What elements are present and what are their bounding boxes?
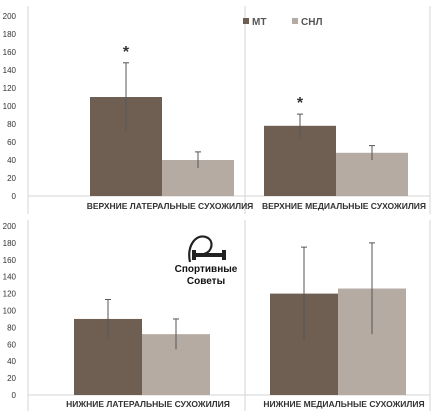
y-tick-label: 20: [7, 174, 16, 183]
category-label: ВЕРХНИЕ МЕДИАЛЬНЫЕ СУХОЖИЛИЯ: [262, 201, 426, 211]
y-tick-label: 80: [7, 323, 16, 332]
chart-panel-2: 0 20 40 60 80 100 120 140 160 180 200 НИЖНИЕ ЛАТЕРА…: [3, 220, 431, 411]
y-tick-label: 120: [3, 290, 17, 299]
y-tick-label: 200: [3, 12, 17, 21]
y-tick-label: 160: [3, 48, 17, 57]
legend-swatch: [243, 18, 249, 24]
watermark-line-1: Спортивные: [175, 264, 238, 275]
category-label: НИЖНИЕ ЛАТЕРАЛЬНЫЕ СУХОЖИЛИЯ: [66, 399, 230, 409]
legend-label: СНЛ: [301, 17, 322, 28]
y-tick-label: 0: [12, 192, 17, 201]
y-tick-label: 60: [7, 340, 16, 349]
y-tick-label: 80: [7, 120, 16, 129]
legend-label: МТ: [252, 17, 266, 28]
y-tick-label: 20: [7, 374, 16, 383]
y-tick-label: 140: [3, 66, 17, 75]
y-tick-label: 140: [3, 273, 17, 282]
logo-barbell-plate-icon: [222, 250, 226, 260]
category-label: ВЕРХНИЕ ЛАТЕРАЛЬНЫЕ СУХОЖИЛИЯ: [87, 201, 254, 211]
y-tick-label: 100: [3, 307, 17, 316]
y-tick-label: 200: [3, 222, 17, 231]
y-tick-label: 40: [7, 156, 16, 165]
y-tick-label: 120: [3, 84, 17, 93]
significance-star: *: [297, 95, 304, 112]
y-tick-label: 100: [3, 102, 17, 111]
y-tick-label: 60: [7, 138, 16, 147]
logo-arm-icon: [188, 235, 213, 263]
y-tick-label: 0: [12, 391, 17, 400]
chart-panel-1: 0 20 40 60 80 100 120 140 160 180 200 * * ВЕРХНИЕ ЛАТ…: [3, 6, 431, 214]
logo-barbell-plate-icon: [192, 250, 196, 260]
y-tick-label: 180: [3, 30, 17, 39]
category-label: НИЖНИЕ МЕДИАЛЬНЫЕ СУХОЖИЛИЯ: [263, 399, 424, 409]
watermark-line-2: Советы: [187, 276, 225, 287]
legend: МТ СНЛ: [243, 17, 322, 28]
y-tick-label: 160: [3, 256, 17, 265]
logo-barbell-icon: [195, 253, 223, 257]
y-tick-label: 40: [7, 357, 16, 366]
significance-star: *: [123, 44, 130, 61]
legend-swatch: [292, 18, 298, 24]
y-tick-label: 180: [3, 239, 17, 248]
